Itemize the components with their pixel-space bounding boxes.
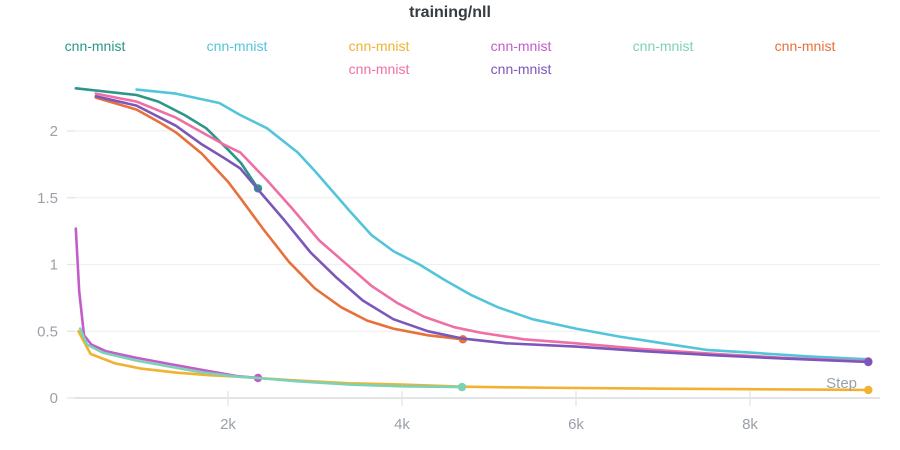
legend-item-run[interactable]: cnn-mnist [206,38,268,54]
run-line[interactable] [74,227,260,380]
legend: cnn-mnist cnn-mnist cnn-mnist cnn-mnist cnn-… [20,35,880,80]
x-axis-title: Step [826,375,857,392]
x-tick-label: 8k [742,416,758,433]
run-line[interactable] [74,87,260,190]
legend-item-run[interactable]: cnn-mnist [348,61,410,77]
legend-item-run[interactable]: cnn-mnist [774,38,836,54]
y-tick-label: 1 [50,257,58,274]
run-line[interactable] [135,88,870,361]
legend-item-run[interactable]: cnn-mnist [348,38,410,54]
x-tick-label: 6k [568,416,584,433]
run-line[interactable] [94,96,465,341]
y-tick-label: 2 [50,123,58,140]
run-end-dot[interactable] [864,357,873,367]
legend-item-run[interactable]: cnn-mnist [490,38,552,54]
y-tick-label: 1.5 [37,190,58,207]
run-line[interactable] [94,92,870,363]
run-end-dot[interactable] [864,385,873,395]
y-tick-label: 0 [50,390,58,407]
legend-item-run[interactable]: cnn-mnist [490,61,552,77]
run-line[interactable] [78,327,464,389]
x-tick-label: 4k [394,416,410,433]
chart-title: training/nll [409,4,491,21]
run-end-dot[interactable] [457,382,467,392]
y-tick-label: 0.5 [37,323,58,340]
x-tick-label: 2k [220,416,236,433]
run-line[interactable] [94,95,870,364]
legend-item-run[interactable]: cnn-mnist [632,38,694,54]
legend-item-run[interactable]: cnn-mnist [64,38,126,54]
